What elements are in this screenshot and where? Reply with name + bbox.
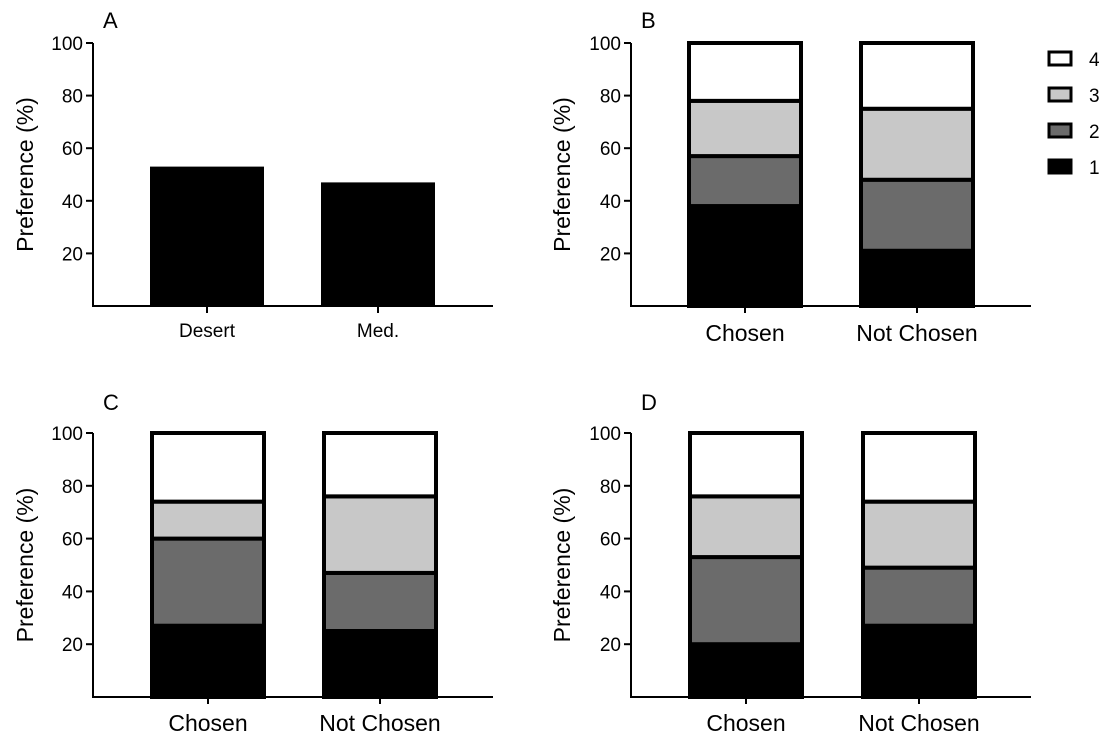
y-tick-label: 80 — [62, 87, 83, 108]
legend-swatch-1 — [1047, 158, 1073, 175]
y-axis-title: Preference (%) — [12, 488, 38, 643]
bar-segment-2 — [322, 570, 438, 633]
bar — [321, 182, 435, 306]
bar-segment-2 — [688, 555, 804, 647]
legend: 4 3 2 1 — [1047, 50, 1100, 179]
y-tick-label: 40 — [62, 192, 83, 213]
panel-letter: D — [641, 390, 657, 415]
x-tick-label: Desert — [179, 321, 236, 342]
legend-label: 2 — [1089, 122, 1100, 143]
y-tick-label: 100 — [589, 424, 621, 445]
x-tick-label: Chosen — [706, 710, 785, 735]
y-tick-label: 40 — [600, 192, 621, 213]
bar-segment-2 — [859, 177, 975, 253]
y-axis-title: Preference (%) — [12, 97, 38, 252]
y-axis-title: Preference (%) — [549, 97, 575, 252]
bar-segment-2 — [687, 154, 803, 209]
panel-d: D Preference (%) 20 40 60 80 100 Chosen Not Chos… — [549, 390, 1031, 735]
bar-segment-3 — [861, 499, 977, 570]
legend-label: 3 — [1089, 86, 1100, 107]
bar-segment-4 — [861, 431, 977, 504]
bar-segment-1 — [322, 629, 438, 699]
panel-a: A Preference (%) 20 40 60 80 100 Desert Med. — [12, 8, 493, 342]
y-tick-label: 80 — [600, 87, 621, 108]
y-tick-label: 60 — [62, 530, 83, 551]
legend-label: 1 — [1089, 158, 1100, 179]
x-tick-label: Not Chosen — [856, 320, 977, 346]
y-tick-label: 20 — [600, 635, 621, 656]
bar-segment-2 — [150, 536, 266, 628]
x-tick-label: Chosen — [705, 320, 784, 346]
y-tick-label: 60 — [62, 139, 83, 160]
bar-segment-1 — [150, 623, 266, 699]
y-tick-label: 20 — [62, 635, 83, 656]
y-tick-label: 20 — [62, 244, 83, 265]
y-tick-label: 40 — [600, 582, 621, 603]
legend-swatch-2 — [1047, 122, 1073, 139]
y-tick-label: 60 — [600, 139, 621, 160]
y-tick-label: 80 — [600, 477, 621, 498]
bar-segment-1 — [687, 204, 803, 308]
bar-segment-4 — [687, 41, 803, 103]
legend-label: 4 — [1089, 50, 1100, 71]
panel-letter: A — [103, 8, 118, 33]
y-axis-title: Preference (%) — [549, 488, 575, 643]
bar-segment-2 — [861, 565, 977, 628]
bar-segment-3 — [859, 106, 975, 182]
bar-segment-1 — [859, 248, 975, 309]
legend-swatch-4 — [1047, 50, 1073, 67]
bar-segment-4 — [322, 431, 438, 499]
bar-segment-3 — [688, 494, 804, 560]
y-tick-label: 100 — [51, 424, 83, 445]
bar-segment-3 — [150, 499, 266, 541]
legend-swatch-3 — [1047, 86, 1073, 103]
x-tick-label: Not Chosen — [858, 710, 979, 735]
x-tick-label: Chosen — [168, 710, 247, 735]
panel-c: C Preference (%) 20 40 60 80 100 Chosen Not Chos… — [12, 390, 493, 735]
bar-segment-4 — [688, 431, 804, 499]
bar-segment-4 — [859, 41, 975, 111]
y-tick-label: 60 — [600, 530, 621, 551]
y-tick-label: 20 — [600, 244, 621, 265]
x-tick-label: Med. — [357, 321, 399, 342]
panel-b: B Preference (%) 20 40 60 80 100 Chosen Not Chos… — [549, 8, 1031, 346]
panel-letter: C — [103, 390, 119, 415]
bar — [150, 166, 264, 306]
bar-segment-3 — [687, 98, 803, 159]
bar-segment-1 — [861, 623, 977, 699]
x-tick-label: Not Chosen — [319, 710, 440, 735]
bar-segment-4 — [150, 431, 266, 504]
bar-segment-1 — [688, 642, 804, 700]
panel-letter: B — [641, 8, 656, 33]
y-tick-label: 100 — [51, 34, 83, 55]
y-tick-label: 100 — [589, 34, 621, 55]
bar-segment-3 — [322, 494, 438, 575]
y-tick-label: 80 — [62, 477, 83, 498]
y-tick-label: 40 — [62, 582, 83, 603]
